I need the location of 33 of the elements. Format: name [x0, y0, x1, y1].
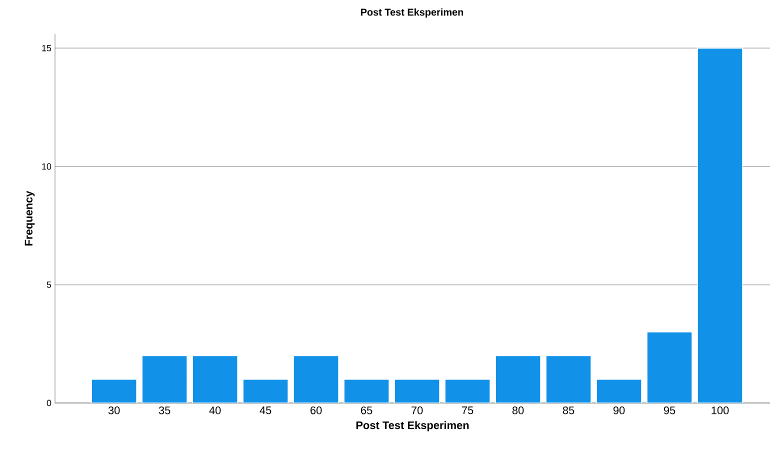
x-tick-label: 40	[209, 406, 221, 414]
bar	[192, 355, 238, 403]
x-tick-label: 35	[158, 406, 170, 414]
bar	[546, 355, 592, 403]
x-tick-label: 65	[361, 406, 372, 414]
y-tick-label: 5	[46, 282, 52, 288]
x-tick-label: 60	[310, 406, 322, 414]
x-tick-label: 70	[412, 406, 423, 414]
chart-title: Post Test Eksperimen	[361, 8, 464, 18]
x-tick-label: 80	[512, 406, 524, 414]
x-tick-label: 30	[108, 406, 120, 414]
y-axis-title: Frequency	[24, 190, 35, 246]
y-tick-label: 15	[42, 45, 52, 52]
x-tick-label: 100	[712, 406, 729, 414]
x-tick-label: 85	[562, 406, 574, 414]
bar	[596, 378, 642, 403]
bar	[444, 378, 490, 403]
x-tick-label: 75	[462, 406, 474, 414]
bar	[91, 378, 137, 403]
bar	[394, 378, 440, 403]
x-tick-label: 45	[260, 406, 272, 414]
bar	[495, 355, 541, 403]
y-tick-label: 0	[46, 400, 52, 406]
bar	[344, 378, 390, 403]
x-axis-title: Post Test Eksperimen	[356, 421, 469, 432]
y-tick-label: 10	[42, 163, 52, 170]
bar	[242, 378, 288, 403]
bar	[293, 355, 339, 403]
bar	[142, 355, 188, 403]
bar	[697, 48, 743, 403]
x-tick-label: 90	[613, 406, 625, 414]
bar	[646, 332, 692, 403]
x-tick-label: 95	[664, 406, 676, 414]
